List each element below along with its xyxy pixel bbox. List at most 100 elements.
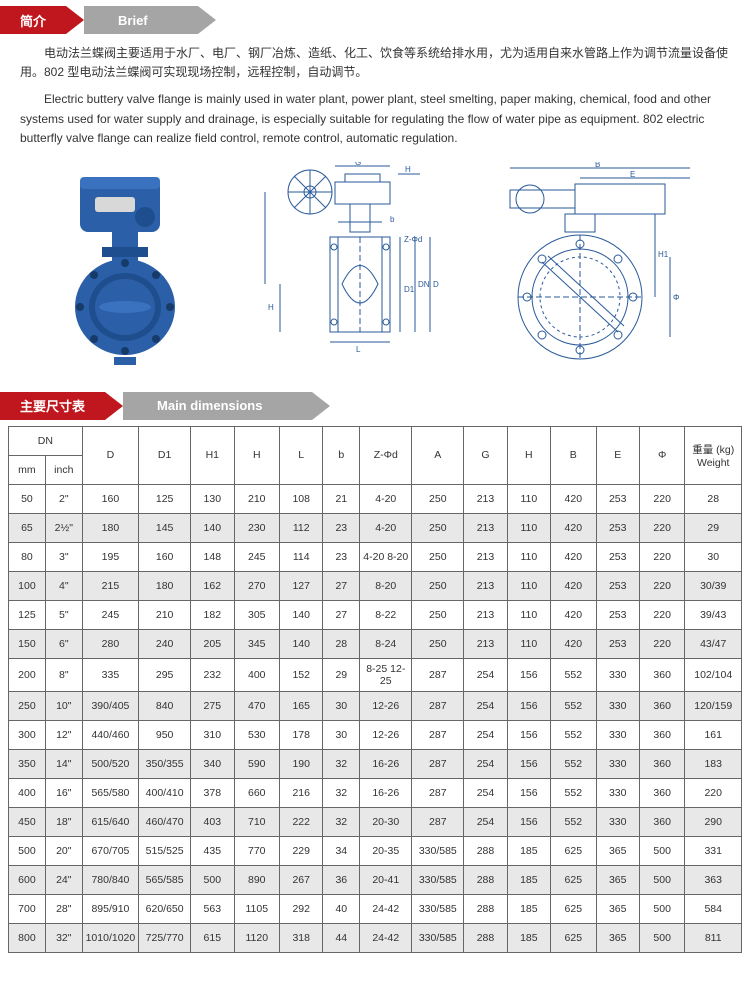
table-cell: 250 [412,600,464,629]
table-row: 1004"215180162270127278-2025021311042025… [9,571,742,600]
table-cell: 250 [412,542,464,571]
table-cell: 50 [9,484,46,513]
table-cell: 150 [9,629,46,658]
table-cell: 565/585 [139,865,191,894]
table-cell: 450 [9,807,46,836]
table-cell: 245 [234,542,280,571]
technical-drawing-side: B E H1 Φ [470,162,700,372]
table-row: 35014"500/520350/3553405901903216-262872… [9,749,742,778]
table-cell: 700 [9,894,46,923]
dimensions-table: DN D D1 H1 H L b Z-Φd A G H B E Φ 重量 (kg… [8,426,742,953]
table-cell: 400 [9,778,46,807]
table-cell: 420 [551,600,597,629]
table-cell: 2½" [45,513,82,542]
table-cell: 250 [412,513,464,542]
table-cell: 152 [280,658,323,691]
table-cell: 345 [234,629,280,658]
table-cell: 183 [685,749,742,778]
table-cell: 65 [9,513,46,542]
table-cell: 360 [639,720,685,749]
table-cell: 330 [596,749,639,778]
table-cell: 330 [596,691,639,720]
table-cell: 360 [639,778,685,807]
table-cell: 250 [9,691,46,720]
table-cell: 287 [412,691,464,720]
svg-text:Φ: Φ [673,293,679,302]
table-cell: 215 [82,571,138,600]
table-cell: 110 [507,513,550,542]
table-cell: 8-22 [360,600,412,629]
table-cell: 156 [507,778,550,807]
svg-text:b: b [390,215,395,224]
table-cell: 365 [596,894,639,923]
table-cell: 330 [596,720,639,749]
table-cell: 253 [596,571,639,600]
table-cell: 210 [139,600,191,629]
table-cell: 330 [596,658,639,691]
table-cell: 360 [639,749,685,778]
table-cell: 220 [639,571,685,600]
table-cell: 350 [9,749,46,778]
table-cell: 213 [464,542,507,571]
table-cell: 620/650 [139,894,191,923]
table-cell: 43/47 [685,629,742,658]
table-cell: 331 [685,836,742,865]
table-cell: 250 [412,629,464,658]
table-cell: 330/585 [412,836,464,865]
table-cell: 4-20 8-20 [360,542,412,571]
table-cell: 30 [323,720,360,749]
table-cell: 213 [464,484,507,513]
table-cell: 220 [639,542,685,571]
col-b: b [323,426,360,484]
table-cell: 378 [191,778,234,807]
table-cell: 330/585 [412,894,464,923]
table-cell: 330 [596,778,639,807]
table-cell: 28 [323,629,360,658]
table-head: DN D D1 H1 H L b Z-Φd A G H B E Φ 重量 (kg… [9,426,742,484]
table-cell: 34 [323,836,360,865]
table-cell: 112 [280,513,323,542]
table-cell: 44 [323,923,360,952]
table-cell: 180 [139,571,191,600]
table-cell: 4-20 [360,484,412,513]
valve-product-photo [50,167,200,367]
dimensions-header: 主要尺寸表 Main dimensions [0,392,750,420]
table-cell: 18" [45,807,82,836]
table-cell: 420 [551,571,597,600]
table-cell: 114 [280,542,323,571]
table-cell: 213 [464,513,507,542]
table-cell: 110 [507,600,550,629]
table-cell: 287 [412,749,464,778]
table-cell: 500 [639,923,685,952]
svg-text:E: E [630,170,635,179]
table-cell: 340 [191,749,234,778]
table-cell: 12-26 [360,720,412,749]
table-cell: 27 [323,600,360,629]
table-cell: 36 [323,865,360,894]
table-cell: 185 [507,865,550,894]
table-cell: 305 [234,600,280,629]
table-cell: 29 [685,513,742,542]
table-cell: 420 [551,542,597,571]
svg-text:G: G [355,162,361,167]
brief-header: 简介 Brief [0,6,750,34]
col-mm: mm [9,455,46,484]
table-cell: 625 [551,923,597,952]
table-cell: 178 [280,720,323,749]
table-cell: 200 [9,658,46,691]
table-row: 502"160125130210108214-20250213110420253… [9,484,742,513]
table-cell: 185 [507,923,550,952]
table-cell: 148 [191,542,234,571]
table-cell: 275 [191,691,234,720]
table-cell: 8-20 [360,571,412,600]
brief-header-cn: 简介 [0,6,66,34]
table-cell: 240 [139,629,191,658]
table-cell: 110 [507,484,550,513]
table-cell: 500 [191,865,234,894]
table-cell: 625 [551,836,597,865]
table-cell: 253 [596,600,639,629]
table-cell: 220 [639,513,685,542]
table-cell: 267 [280,865,323,894]
table-cell: 1010/1020 [82,923,138,952]
table-cell: 16" [45,778,82,807]
